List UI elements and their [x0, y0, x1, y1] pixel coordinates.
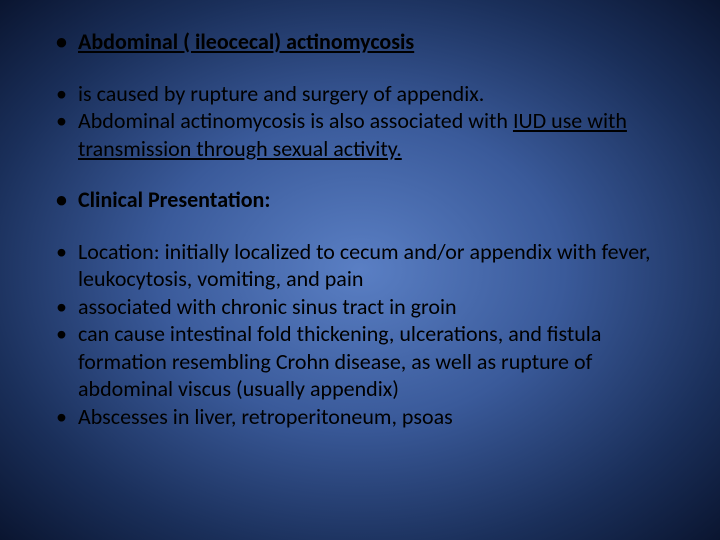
presentation-item-2: associated with chronic sinus tract in g… [50, 293, 670, 321]
presentation-item-1: Location: initially localized to cecum a… [50, 238, 670, 293]
slide: Abdominal ( ileocecal) actinomycosis is … [0, 0, 720, 540]
presentation-item-4: Abscesses in liver, retroperitoneum, pso… [50, 403, 670, 431]
intro-line-1: is caused by rupture and surgery of appe… [50, 80, 670, 108]
presentation-item-3: can cause intestinal fold thickening, ul… [50, 320, 670, 403]
intro-line-2-prefix: Abdominal actinomycosis is also associat… [78, 107, 513, 134]
intro-line-2: Abdominal actinomycosis is also associat… [50, 107, 670, 162]
subheading-group: Clinical Presentation: [50, 186, 670, 214]
presentation-group: Location: initially localized to cecum a… [50, 238, 670, 431]
intro-group: is caused by rupture and surgery of appe… [50, 80, 670, 163]
heading-group: Abdominal ( ileocecal) actinomycosis [50, 28, 670, 56]
slide-heading: Abdominal ( ileocecal) actinomycosis [50, 28, 670, 56]
slide-subheading: Clinical Presentation: [50, 186, 670, 214]
